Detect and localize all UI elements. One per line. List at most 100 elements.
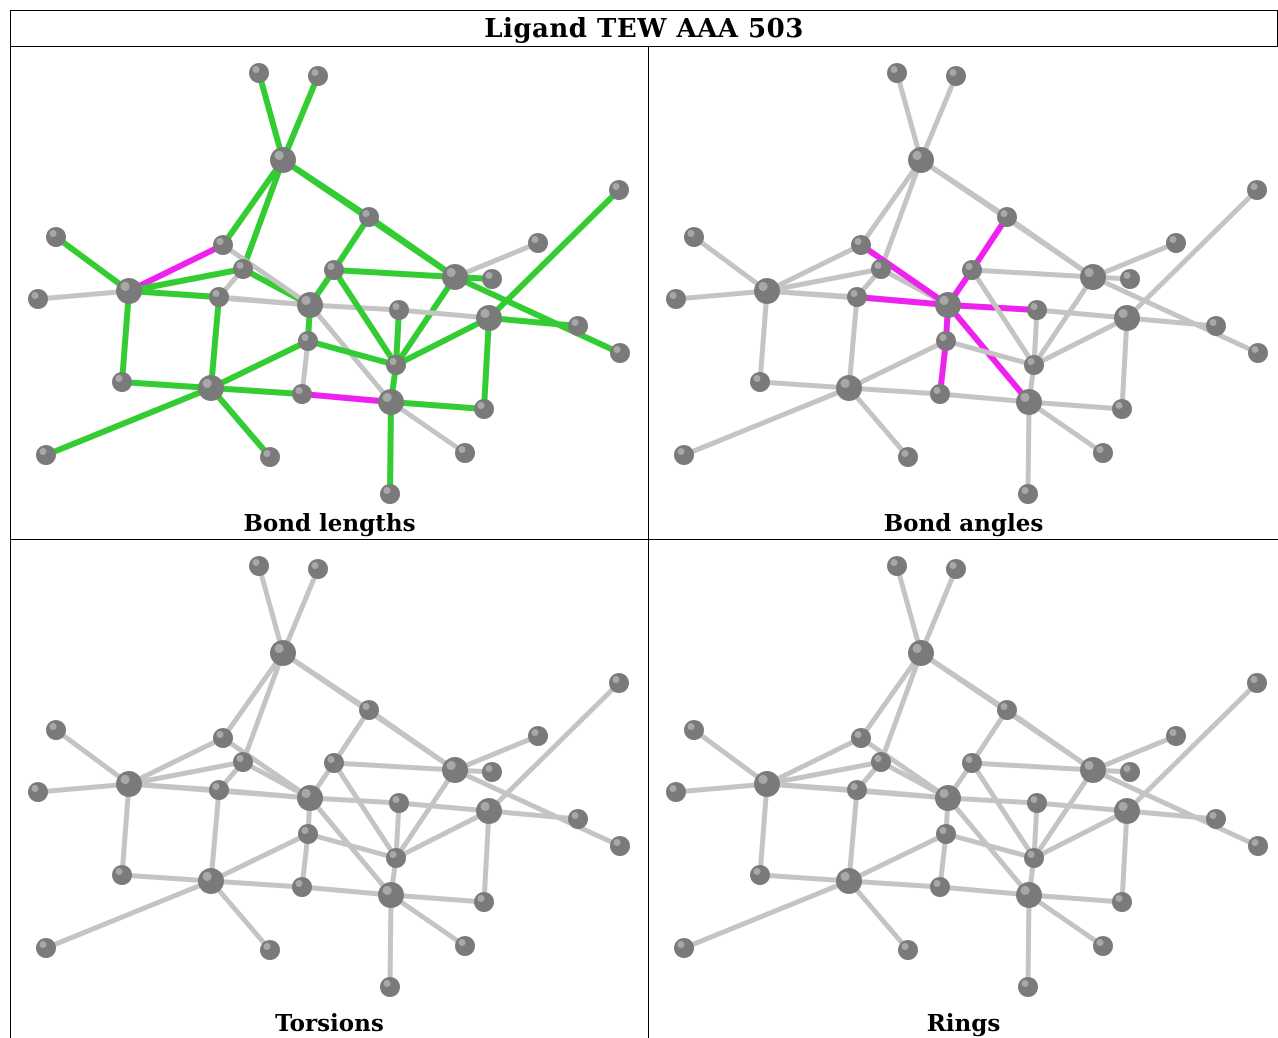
atom-highlight [301,334,309,341]
atom [754,771,780,797]
bond [396,800,492,814]
atom-highlight [389,358,397,365]
atom-highlight [115,375,123,382]
bond [53,727,132,787]
bond [43,385,214,458]
bond [305,831,399,861]
atom-highlight [1030,796,1038,803]
atom-highlight [252,66,260,73]
bond [126,781,222,793]
bond [486,680,622,814]
atom [1247,673,1267,693]
atom-highlight [1000,210,1008,217]
bond [387,399,394,497]
atom-highlight [939,334,947,341]
bond [757,872,852,884]
atom [1206,809,1226,829]
atom-highlight [446,267,456,277]
bond [1004,707,1096,773]
bond [1031,274,1096,368]
atom [1112,399,1132,419]
atom [1120,269,1140,289]
bond [1026,892,1125,905]
bond [208,294,222,391]
atom-highlight [382,392,392,403]
atom-highlight [531,729,539,736]
atom-highlight [362,210,370,217]
bond [208,338,311,391]
atom [308,559,328,579]
bond [331,760,399,861]
atom [1112,892,1132,912]
atom [292,384,312,404]
atom [962,753,982,773]
atom-highlight [874,755,882,762]
bond [1004,214,1096,280]
atom [1248,836,1268,856]
bond [846,831,949,884]
atom-highlight [571,319,579,326]
bond [1031,315,1130,368]
atom [754,278,780,304]
atom [871,259,891,279]
bond [894,563,924,656]
atom [260,940,280,960]
atom-highlight [263,450,271,457]
atom [1018,977,1038,997]
atom [249,63,269,83]
bond [305,338,399,368]
panel-caption: Bond lengths [243,510,416,537]
atom [298,331,318,351]
atom [112,865,132,885]
atom [1114,305,1140,331]
bond [220,650,286,741]
bond [969,760,1037,861]
atom-highlight [949,562,957,569]
atom [209,287,229,307]
bond [208,831,311,884]
atom-highlight [274,150,284,160]
bond [126,288,222,300]
bond [918,73,959,163]
atom [389,300,409,320]
atom [836,375,862,401]
atom-highlight [1021,487,1029,494]
panel-torsions: Torsions [11,540,648,1038]
atom [1016,882,1042,908]
bond [681,878,852,951]
bond [673,288,770,302]
atom [1016,389,1042,415]
atom [609,180,629,200]
atom [568,316,588,336]
atom-highlight [31,292,39,299]
atom-highlight [1096,446,1104,453]
atom-highlight [120,281,130,291]
bond [208,787,222,884]
bond [256,70,286,163]
atom [386,355,406,375]
atom [1248,343,1268,363]
atom-highlight [31,785,39,792]
bond [945,302,1040,313]
bond [1124,680,1260,814]
atom [442,264,468,290]
bond [452,733,541,773]
bond [969,214,1010,273]
atom [1080,264,1106,290]
bond [1090,274,1261,356]
bond [854,787,951,801]
table-rule-middle [10,539,1278,540]
bond [126,242,226,294]
atom [666,782,686,802]
atom [233,259,253,279]
atoms-group [28,63,630,504]
bond [388,892,468,949]
atom [684,720,704,740]
bond [1124,187,1260,321]
atom-highlight [874,262,882,269]
molecule-diagram [666,63,1268,504]
atom-highlight [850,783,858,790]
atom-highlight [612,676,620,683]
atom [213,728,233,748]
bond [969,760,1096,773]
